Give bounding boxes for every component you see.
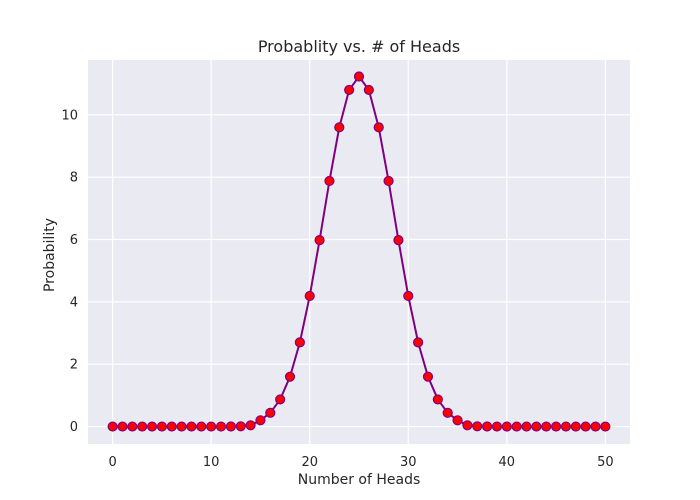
data-point — [521, 421, 532, 432]
y-tick-labels: 0 2 4 6 8 10 — [61, 108, 78, 435]
data-point — [501, 421, 512, 432]
data-point — [334, 122, 345, 133]
y-tick-label: 4 — [70, 295, 78, 310]
data-point — [531, 421, 542, 432]
x-tick-label: 10 — [203, 455, 220, 470]
data-point — [284, 371, 296, 382]
data-point — [353, 71, 365, 82]
x-tick-label: 0 — [108, 455, 116, 470]
x-tick-label: 40 — [499, 455, 516, 470]
data-point — [413, 337, 424, 348]
data-point — [107, 421, 118, 432]
y-tick-label: 8 — [70, 171, 78, 186]
data-point — [580, 421, 591, 432]
data-point — [344, 84, 355, 96]
y-tick-label: 6 — [70, 233, 78, 248]
plot-background — [88, 60, 630, 444]
data-point — [422, 371, 434, 382]
data-point — [403, 290, 414, 302]
data-point — [442, 407, 453, 418]
data-point — [235, 421, 246, 432]
y-axis-label: Probability — [42, 218, 58, 292]
data-point — [324, 175, 335, 187]
data-point — [265, 407, 276, 418]
data-point — [127, 421, 138, 432]
y-tick-label: 10 — [61, 108, 78, 123]
data-point — [393, 235, 404, 246]
x-tick-label: 30 — [400, 455, 417, 470]
data-point — [196, 421, 207, 432]
data-point — [215, 421, 227, 432]
data-point — [570, 421, 581, 432]
data-point — [560, 421, 572, 432]
data-point — [245, 420, 256, 431]
data-point — [600, 421, 611, 432]
y-tick-label: 0 — [70, 420, 78, 435]
data-point — [590, 421, 601, 432]
data-point — [541, 421, 552, 432]
x-tick-labels: 0 10 20 30 40 50 — [108, 455, 613, 470]
x-axis-label: Number of Heads — [298, 472, 421, 488]
data-point — [363, 84, 374, 96]
data-point — [137, 421, 148, 432]
data-point — [452, 415, 463, 426]
chart-title: Probablity vs. # of Heads — [258, 37, 460, 56]
data-point — [294, 337, 305, 348]
data-point — [550, 421, 562, 432]
data-point — [314, 235, 325, 246]
y-tick-label: 2 — [70, 358, 78, 373]
data-point — [383, 175, 394, 187]
data-point — [206, 421, 217, 432]
data-point — [275, 394, 286, 405]
data-point — [373, 122, 384, 133]
data-point — [146, 421, 158, 432]
data-point — [511, 421, 522, 432]
data-point — [156, 421, 168, 432]
data-point — [462, 420, 473, 431]
data-point — [166, 421, 177, 432]
data-point — [117, 421, 128, 432]
data-point — [472, 421, 483, 432]
x-tick-label: 50 — [597, 455, 614, 470]
data-point — [225, 421, 236, 432]
data-point — [176, 421, 187, 432]
x-tick-label: 20 — [301, 455, 318, 470]
data-point — [186, 421, 197, 432]
series-layer — [107, 71, 611, 432]
data-point — [482, 421, 493, 432]
data-point — [432, 394, 443, 405]
data-point — [304, 290, 315, 302]
data-point — [255, 415, 266, 426]
data-point — [491, 421, 503, 432]
